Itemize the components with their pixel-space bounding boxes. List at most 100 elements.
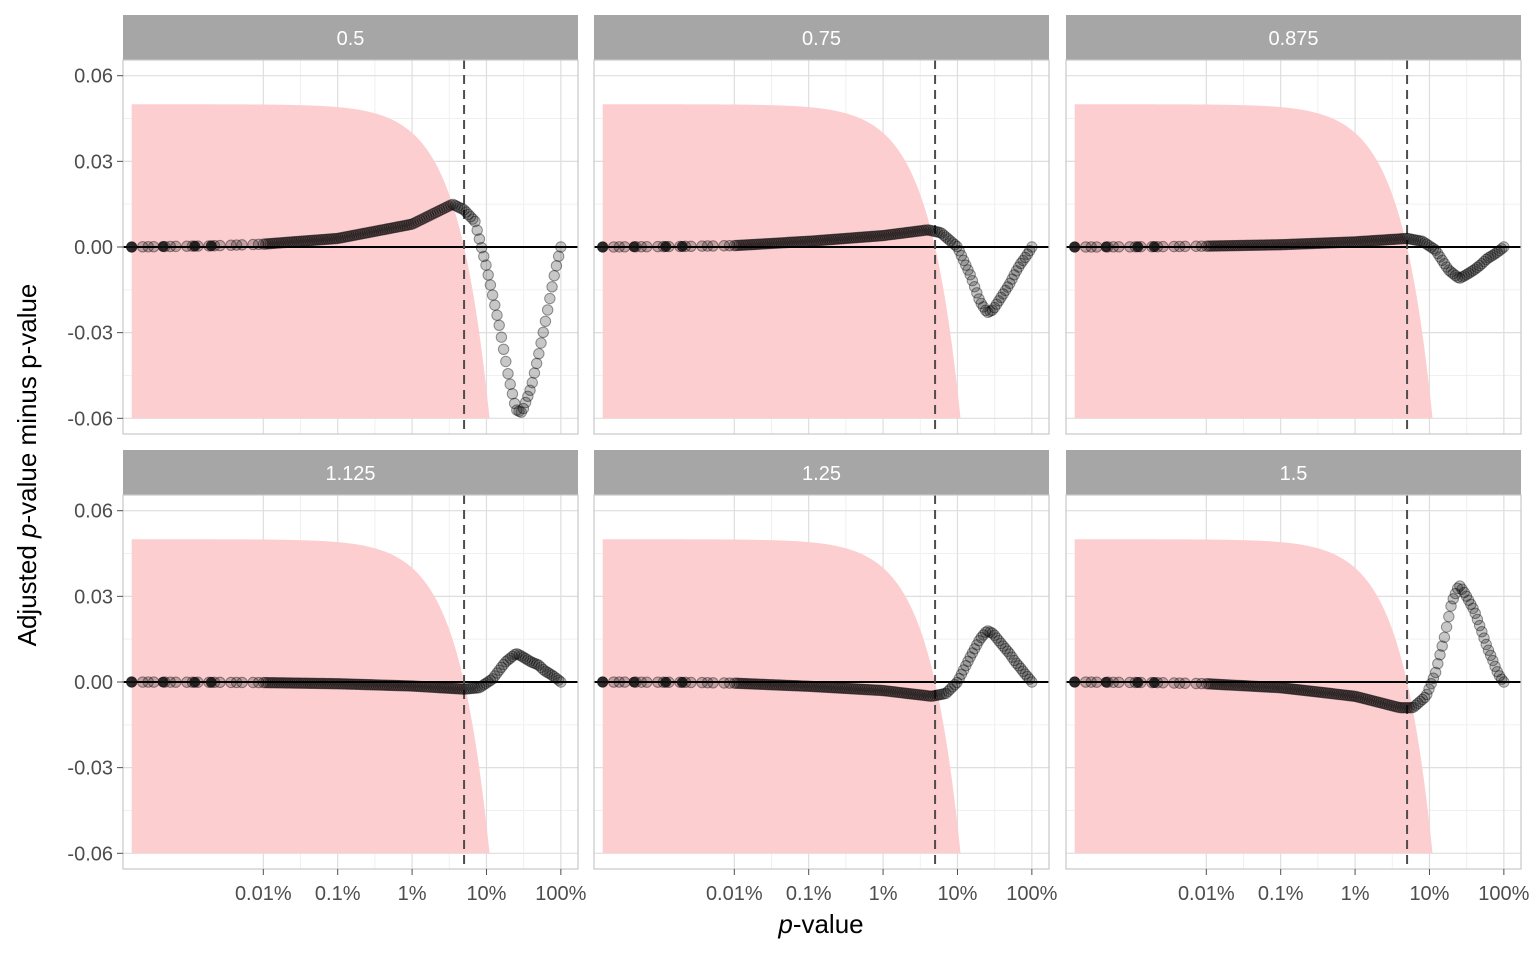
data-point (1416, 693, 1429, 706)
data-point (957, 664, 970, 676)
data-point (1315, 686, 1327, 699)
data-point (337, 678, 349, 690)
data-point (522, 390, 534, 403)
data-point (257, 676, 270, 689)
data-point (1361, 693, 1374, 706)
data-point (1324, 687, 1336, 700)
data-point (1229, 679, 1241, 691)
data-point (524, 655, 536, 667)
data-point (1195, 240, 1208, 252)
data-point (973, 293, 985, 305)
data-point (1372, 234, 1385, 247)
data-point (841, 232, 853, 245)
data-point (850, 231, 862, 244)
data-point (1132, 677, 1144, 688)
facet-panel: 1.5 (1065, 450, 1522, 870)
data-point (1026, 241, 1038, 253)
data-point (1484, 250, 1497, 263)
data-point (608, 241, 620, 253)
data-point (1489, 660, 1501, 673)
data-point (1289, 683, 1301, 696)
data-point (284, 236, 296, 248)
data-point (500, 656, 512, 668)
data-point (821, 681, 833, 694)
data-point (1273, 239, 1285, 251)
data-point (230, 676, 243, 689)
data-point (913, 689, 926, 701)
data-point (916, 224, 928, 237)
data-point (918, 689, 930, 702)
data-points (125, 198, 567, 418)
data-point (357, 227, 369, 240)
data-point (275, 237, 287, 249)
data-point (1236, 239, 1248, 252)
data-point (828, 233, 840, 246)
data-point (1403, 701, 1415, 714)
data-point (1377, 234, 1389, 246)
data-point (205, 676, 217, 688)
data-point (1209, 678, 1222, 690)
data-point (451, 200, 464, 213)
data-point (1427, 672, 1440, 684)
data-point (1255, 680, 1268, 693)
data-point (420, 681, 433, 693)
data-point (1480, 638, 1492, 651)
data-point (995, 291, 1007, 304)
data-point (766, 237, 778, 250)
x-tick-label: 0.01% (1178, 883, 1235, 905)
data-point (1264, 681, 1277, 693)
data-point (1233, 679, 1246, 692)
data-point (506, 388, 519, 400)
data-point (854, 231, 866, 244)
facet-strip (1066, 450, 1521, 495)
data-point (872, 684, 884, 696)
data-point (979, 626, 992, 639)
data-point (541, 304, 554, 316)
data-point (473, 233, 486, 245)
data-point (506, 650, 519, 663)
data-point (613, 241, 625, 253)
data-points (125, 648, 567, 695)
data-point (478, 679, 490, 691)
data-point (1421, 238, 1433, 250)
data-point (464, 682, 477, 695)
data-point (814, 234, 827, 247)
data-point (295, 235, 307, 247)
data-point (794, 680, 807, 692)
data-point (911, 225, 924, 237)
data-point (964, 651, 976, 663)
data-points (596, 625, 1038, 702)
data-point (979, 304, 992, 317)
data-point (786, 679, 798, 692)
data-point (453, 201, 466, 214)
data-point (1280, 682, 1292, 695)
data-point (830, 682, 842, 694)
data-point (869, 230, 882, 242)
data-point (810, 681, 822, 693)
y-tick-label: -0.06 (67, 843, 113, 865)
data-point (1017, 254, 1029, 267)
panel-border (1065, 494, 1522, 870)
data-point (823, 234, 835, 246)
data-point (764, 678, 776, 691)
data-point (962, 264, 974, 276)
data-point (363, 226, 376, 239)
data-point (1233, 239, 1246, 252)
data-point (365, 226, 378, 238)
data-point (323, 677, 336, 690)
data-point (874, 684, 886, 697)
data-point (1396, 701, 1409, 714)
data-point (1214, 678, 1226, 691)
data-point (546, 281, 558, 293)
data-point (385, 222, 398, 234)
data-point (951, 240, 963, 253)
data-point (733, 239, 745, 252)
data-point (1231, 239, 1244, 252)
data-point (489, 299, 501, 311)
data-point (1416, 235, 1429, 248)
data-point (323, 233, 336, 245)
data-point (321, 677, 334, 690)
data-point (262, 238, 274, 250)
data-point (1269, 681, 1281, 694)
data-point (271, 237, 283, 249)
